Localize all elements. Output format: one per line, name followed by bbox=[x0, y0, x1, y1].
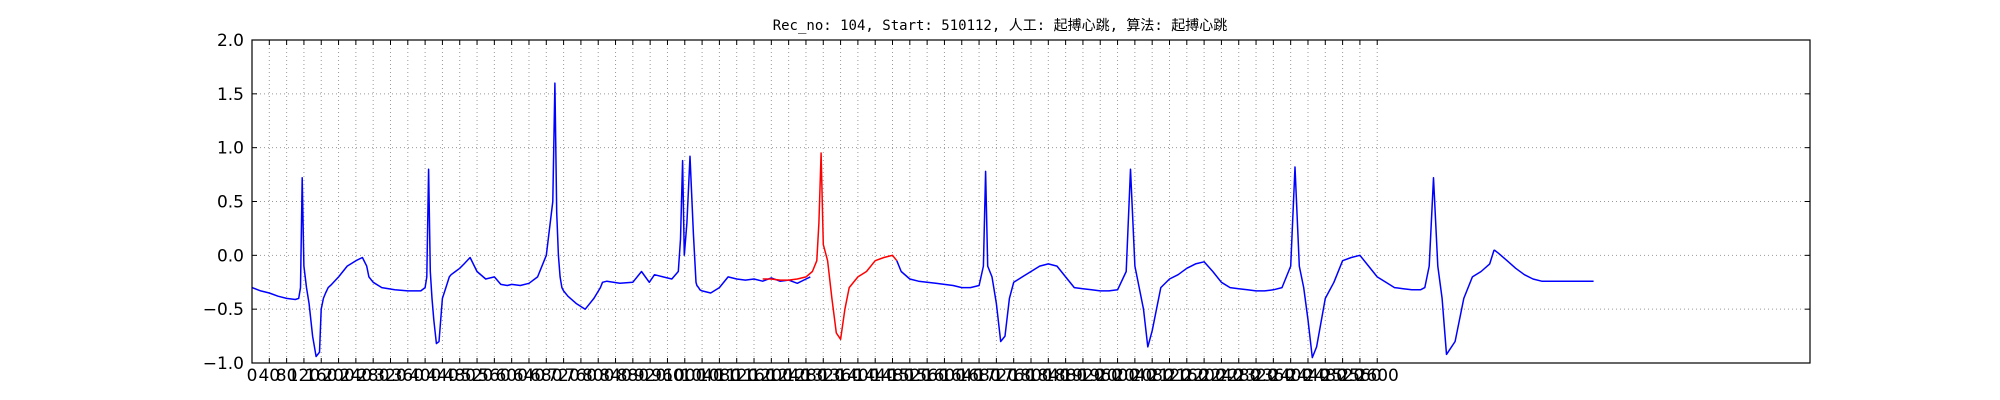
x-tick-label: 1120 bbox=[715, 366, 758, 386]
x-tick-label: 280 bbox=[357, 366, 389, 386]
series-line-1 bbox=[762, 152, 898, 341]
x-tick-label: 160 bbox=[305, 366, 337, 386]
x-tick-label: 840 bbox=[599, 366, 631, 386]
x-tick-label: 2360 bbox=[1252, 366, 1295, 386]
x-tick-label: 1040 bbox=[680, 366, 723, 386]
x-tick-label: 1240 bbox=[767, 366, 810, 386]
x-tick-label: 640 bbox=[513, 366, 545, 386]
y-tick-label: −1.0 bbox=[203, 354, 244, 374]
x-tick-label: 760 bbox=[565, 366, 597, 386]
y-tick-label: 2.0 bbox=[217, 31, 244, 51]
x-tick-label: 1320 bbox=[802, 366, 845, 386]
x-tick-label: 1280 bbox=[784, 366, 827, 386]
x-tick-label: 680 bbox=[530, 366, 562, 386]
x-tick-label: 2600 bbox=[1356, 366, 1399, 386]
x-tick-label: 440 bbox=[426, 366, 458, 386]
x-tick-label: 1680 bbox=[957, 366, 1000, 386]
series-line-0 bbox=[251, 82, 811, 358]
y-axis-ticks: −1.0 −0.5 0.0 0.5 1.0 1.5 2.0 bbox=[203, 31, 1810, 374]
x-tick-label: 1480 bbox=[871, 366, 914, 386]
x-tick-label: 600 bbox=[495, 366, 527, 386]
x-tick-label: 560 bbox=[478, 366, 510, 386]
x-tick-label: 2280 bbox=[1217, 366, 1260, 386]
x-tick-label: 480 bbox=[444, 366, 476, 386]
x-tick-label: 1600 bbox=[923, 366, 966, 386]
x-tick-label: 2520 bbox=[1321, 366, 1364, 386]
x-tick-label: 2080 bbox=[1131, 366, 1174, 386]
x-tick-label: 2160 bbox=[1165, 366, 1208, 386]
x-tick-label: 1440 bbox=[854, 366, 897, 386]
x-tick-label: 1000 bbox=[663, 366, 706, 386]
x-tick-label: 1880 bbox=[1044, 366, 1087, 386]
x-tick-label: 520 bbox=[461, 366, 493, 386]
x-tick-label: 920 bbox=[634, 366, 666, 386]
x-tick-label: 2040 bbox=[1113, 366, 1156, 386]
x-tick-label: 240 bbox=[340, 366, 372, 386]
x-tick-label: 320 bbox=[374, 366, 406, 386]
x-tick-label: 80 bbox=[276, 366, 298, 386]
series-line-2 bbox=[896, 166, 1495, 359]
y-tick-label: 1.0 bbox=[217, 139, 244, 159]
x-tick-label: 2120 bbox=[1148, 366, 1191, 386]
x-tick-label: 2480 bbox=[1304, 366, 1347, 386]
x-tick-label: 1080 bbox=[698, 366, 741, 386]
x-tick-label: 2400 bbox=[1269, 366, 1312, 386]
x-tick-label: 2200 bbox=[1182, 366, 1225, 386]
series-line-3 bbox=[1493, 249, 1594, 282]
x-tick-label: 0 bbox=[247, 366, 258, 386]
x-tick-label: 1760 bbox=[992, 366, 1035, 386]
x-tick-label: 1960 bbox=[1079, 366, 1122, 386]
x-tick-label: 400 bbox=[409, 366, 441, 386]
x-tick-label: 1160 bbox=[732, 366, 775, 386]
x-tick-label: 1200 bbox=[750, 366, 793, 386]
grid-lines bbox=[251, 39, 1810, 364]
x-tick-label: 2320 bbox=[1234, 366, 1277, 386]
x-tick-label: 2440 bbox=[1286, 366, 1329, 386]
x-tick-label: 1400 bbox=[836, 366, 879, 386]
x-tick-label: 880 bbox=[617, 366, 649, 386]
chart-title: Rec_no: 104, Start: 510112, 人工: 起搏心跳, 算法… bbox=[773, 17, 1228, 34]
x-tick-label: 2240 bbox=[1200, 366, 1243, 386]
x-tick-label: 720 bbox=[547, 366, 579, 386]
x-tick-label: 2000 bbox=[1096, 366, 1139, 386]
series-lines bbox=[251, 82, 1594, 359]
x-axis-ticks: 0 408012016020024028032036040044048052056… bbox=[247, 40, 1399, 386]
x-tick-label: 1720 bbox=[975, 366, 1018, 386]
x-tick-label: 1920 bbox=[1061, 366, 1104, 386]
x-tick-label: 1520 bbox=[888, 366, 931, 386]
x-tick-label: 960 bbox=[651, 366, 683, 386]
x-tick-label: 2560 bbox=[1338, 366, 1381, 386]
x-tick-label: 1640 bbox=[940, 366, 983, 386]
x-tick-label: 800 bbox=[582, 366, 614, 386]
x-tick-label: 1800 bbox=[1009, 366, 1052, 386]
x-tick-label: 200 bbox=[322, 366, 354, 386]
y-tick-label: 1.5 bbox=[217, 85, 244, 105]
x-tick-label: 1360 bbox=[819, 366, 862, 386]
y-tick-label: 0.5 bbox=[217, 193, 244, 213]
x-tick-label: 120 bbox=[288, 366, 320, 386]
y-tick-label: −0.5 bbox=[203, 300, 244, 320]
y-tick-label: 0.0 bbox=[217, 246, 244, 266]
x-tick-label: 360 bbox=[392, 366, 424, 386]
x-tick-label: 1840 bbox=[1027, 366, 1070, 386]
x-tick-label: 1560 bbox=[906, 366, 949, 386]
x-tick-label: 40 bbox=[258, 366, 280, 386]
